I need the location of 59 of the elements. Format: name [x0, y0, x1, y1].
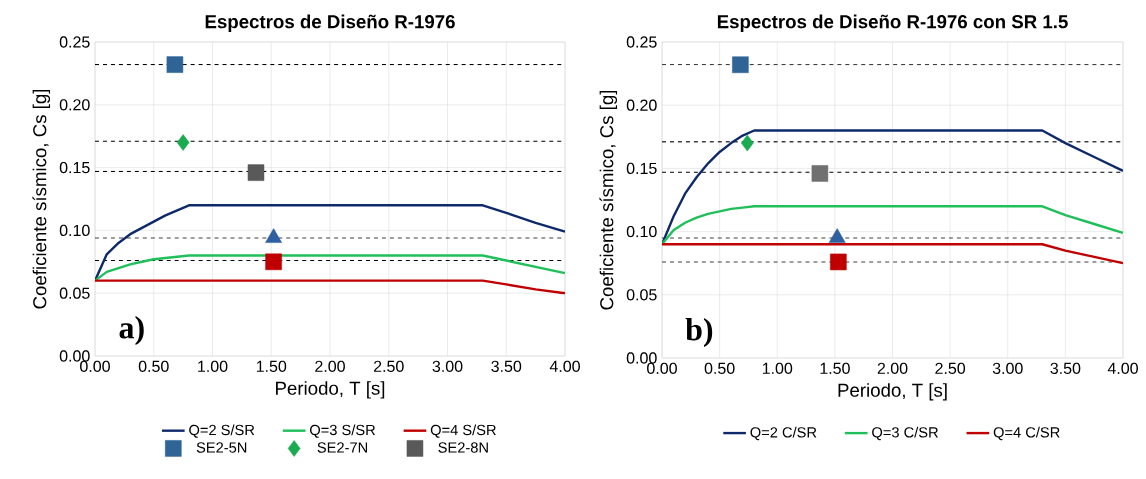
x-tick-label: 0.50 [704, 362, 735, 375]
y-tick-label: 0.20 [59, 99, 90, 111]
legend-label: Q=3 C/SR [872, 426, 938, 441]
line-series [95, 279, 566, 295]
x-tick-label: 1.00 [198, 360, 228, 373]
line-series [662, 243, 1124, 265]
chart-title: Espectros de Diseño R-1976 [205, 14, 455, 32]
x-tick-label: 0.00 [80, 360, 110, 373]
x-tick-label: 2.50 [374, 360, 404, 373]
y-tick-label: 0.25 [626, 36, 657, 48]
y-tick-label: 0.00 [59, 350, 90, 362]
x-tick-label: 1.50 [256, 360, 287, 373]
x-axis-title: Periodo, T [s] [838, 383, 947, 401]
y-tick-label: 0.25 [59, 36, 90, 48]
line-series [95, 204, 566, 282]
x-tick-label: 0.00 [647, 362, 677, 375]
legend-label: Q=2 S/SR [189, 424, 255, 438]
x-tick-label: 0.50 [138, 360, 169, 373]
y-tick-label: 0.10 [626, 225, 657, 238]
y-tick-label: 0.20 [626, 99, 657, 111]
x-tick-label: 3.50 [491, 360, 522, 373]
point [166, 56, 184, 73]
y-tick-label: 0.10 [59, 224, 90, 237]
point [741, 134, 754, 152]
point [265, 253, 282, 271]
line-series [662, 205, 1124, 246]
annotation: a) [119, 316, 144, 346]
x-tick-label: 4.00 [549, 360, 580, 373]
x-tick-label: 1.00 [762, 362, 793, 375]
annotation: b) [685, 317, 713, 347]
y-axis-title: Coeficiente sísmico, Cs [g] [599, 90, 618, 310]
point [830, 253, 847, 271]
chart-title: Espectros de Diseño R-1976 con SR 1.5 [717, 14, 1068, 32]
legend-label: Q=4 C/SR [993, 426, 1060, 441]
x-axis-title: Periodo, T [s] [276, 381, 385, 399]
y-tick-label: 0.05 [59, 287, 90, 299]
y-tick-label: 0.05 [626, 289, 657, 301]
legend-label: SE2-5N [196, 442, 247, 453]
y-tick-label: 0.15 [626, 162, 657, 175]
point [732, 56, 749, 74]
y-axis-title: Coeficiente sísmico, Cs [g] [32, 89, 51, 309]
point [247, 164, 265, 181]
x-tick-label: 4.00 [1107, 362, 1138, 375]
x-tick-label: 1.50 [820, 362, 850, 375]
x-tick-label: 2.50 [935, 362, 966, 375]
legend-label: Q=2 C/SR [750, 426, 817, 441]
y-tick-label: 0.15 [59, 161, 90, 174]
legend-label: SE2-8N [438, 442, 488, 453]
legend-label: Q=3 S/SR [310, 424, 376, 438]
point [811, 165, 829, 182]
x-tick-label: 2.00 [877, 362, 908, 375]
y-tick-label: 0.00 [626, 352, 657, 364]
x-tick-label: 3.00 [992, 362, 1023, 375]
legend-label: Q=4 S/SR [430, 424, 496, 438]
x-tick-label: 3.50 [1050, 362, 1081, 375]
legend-label: SE2-7N [317, 442, 368, 453]
x-tick-label: 2.00 [315, 360, 345, 373]
point [176, 134, 190, 151]
x-tick-label: 3.00 [432, 360, 463, 373]
